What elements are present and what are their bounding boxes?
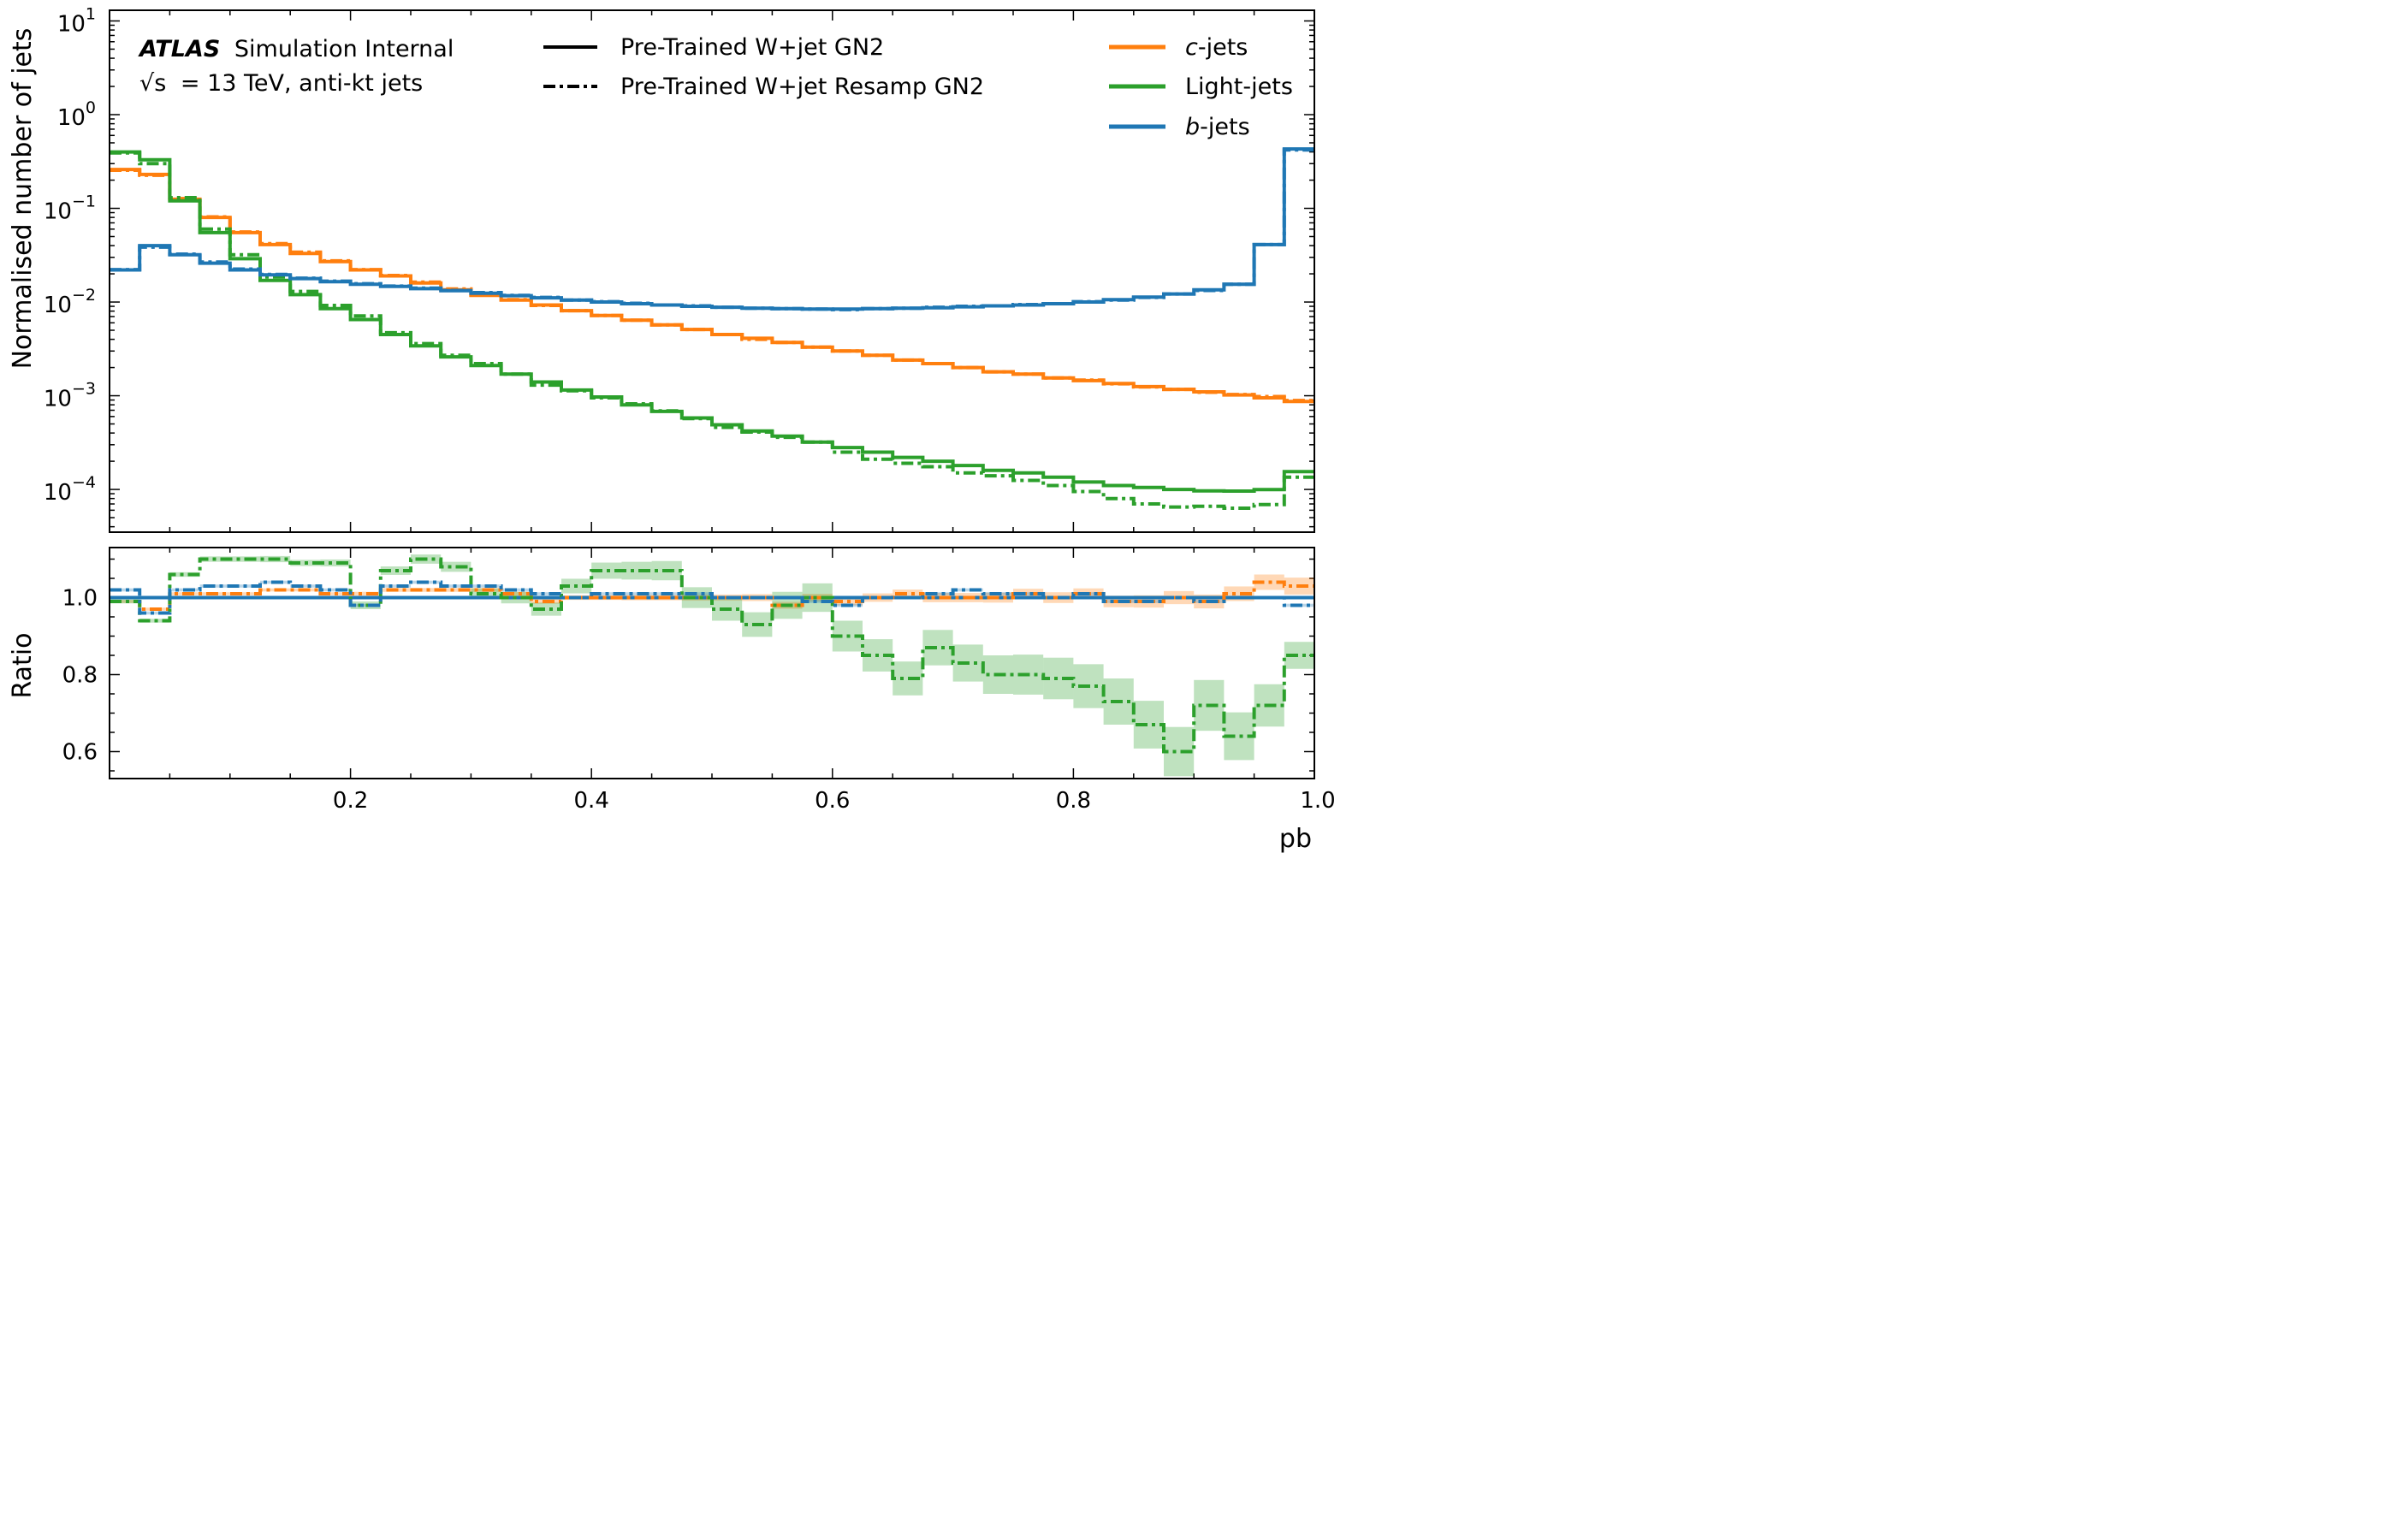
- top-ytick-label: 10−3: [44, 380, 96, 412]
- legend-c-jets-label: c-jets: [1185, 34, 1248, 61]
- ratio-ytick-label: 1.0: [62, 586, 98, 612]
- xtick-label: 0.2: [333, 788, 368, 814]
- ratio-band-light-jets-ratio: [531, 602, 561, 616]
- top-ytick-label: 10−1: [44, 192, 96, 225]
- ratio-band-b-jets-ratio: [952, 588, 983, 592]
- ratio-band-light-jets-ratio: [591, 562, 622, 579]
- ratio-band-b-jets-ratio: [110, 588, 140, 592]
- top-ytick-labels: 101 100 10−1 10−2 10−3 10−4: [44, 4, 96, 506]
- ratio-band-light-jets-ratio: [110, 599, 140, 604]
- series-line-light-jets-resamp: [110, 151, 1314, 510]
- ratio-band-b-jets-ratio: [531, 592, 561, 595]
- ratio-band-c-jets-ratio: [501, 591, 531, 596]
- legend-b-jets-label: b-jets: [1185, 114, 1250, 140]
- ratio-band-c-jets-ratio: [441, 588, 471, 592]
- ratio-band-light-jets-ratio: [621, 561, 652, 580]
- series-line-c-jets-resamp: [110, 169, 1314, 403]
- ratio-band-b-jets-ratio: [1013, 592, 1044, 595]
- top-ytick-label: 10−4: [44, 473, 96, 506]
- xtick-label: 0.4: [574, 788, 609, 814]
- xtick-label: 1.0: [1300, 788, 1335, 814]
- ratio-band-c-jets-ratio: [1013, 589, 1044, 599]
- ratio-uncertainty-bands: [110, 554, 1314, 777]
- ratio-ylabel: Ratio: [8, 632, 38, 698]
- legend-flavours: c-jets Light-jets b-jets: [1109, 34, 1293, 140]
- ratio-ytick-labels: 1.0 0.8 0.6: [62, 586, 98, 766]
- ratio-panel-series: [110, 557, 1314, 754]
- legend-light-jets-label: Light-jets: [1185, 74, 1293, 100]
- ratio-band-b-jets-ratio: [290, 584, 321, 588]
- ratio-band-c-jets-ratio: [229, 592, 260, 595]
- xtick-label: 0.8: [1056, 788, 1091, 814]
- ratio-ytick-label: 0.8: [62, 663, 98, 689]
- ratio-band-b-jets-ratio: [380, 584, 411, 588]
- top-ytick-label: 101: [57, 4, 96, 37]
- sqrt-s-symbol: √s: [139, 70, 166, 97]
- ratio-band-b-jets-ratio: [621, 592, 652, 595]
- axis-ticks: [109, 10, 1315, 779]
- ratio-band-b-jets-ratio: [922, 592, 953, 595]
- ratio-band-b-jets-ratio: [139, 611, 170, 615]
- ratio-band-light-jets-ratio: [350, 601, 381, 609]
- series-line-b-jets-resamp: [110, 148, 1314, 311]
- ratio-band-b-jets-ratio: [350, 603, 381, 607]
- ratio-band-light-jets-ratio: [320, 559, 351, 567]
- energy-label: √s = 13 TeV, anti-kt jets: [139, 70, 423, 97]
- energy-value: = 13 TeV, anti-kt jets: [181, 70, 423, 97]
- xlabel: pb: [1279, 824, 1312, 854]
- legend-styles: Pre-Trained W+jet GN2 Pre-Trained W+jet …: [543, 34, 984, 100]
- atlas-label: ATLAS Simulation Internal: [138, 36, 454, 62]
- legend-solid-label: Pre-Trained W+jet GN2: [620, 34, 884, 61]
- ratio-band-c-jets-ratio: [411, 588, 442, 592]
- ratio-ytick-label: 0.6: [62, 740, 98, 766]
- atlas-experiment: ATLAS: [138, 36, 220, 62]
- top-ytick-label: 10−2: [44, 286, 96, 318]
- ratio-band-c-jets-ratio: [350, 591, 381, 596]
- top-ylabel: Normalised number of jets: [8, 28, 38, 370]
- series-line-light-jets: [110, 150, 1314, 493]
- xtick-label: 0.6: [815, 788, 850, 814]
- ratio-band-c-jets-ratio: [110, 600, 140, 603]
- ratio-line-light-jets-ratio: [110, 557, 1314, 754]
- atlas-status: Simulation Internal: [234, 36, 454, 62]
- ratio-band-c-jets-ratio: [893, 589, 923, 598]
- top-panel-series: [110, 147, 1314, 510]
- ratio-line-b-jets-ratio: [110, 580, 1314, 615]
- legend-dashdot-label: Pre-Trained W+jet Resamp GN2: [620, 74, 984, 100]
- xtick-labels: 0.2 0.4 0.6 0.8 1.0: [333, 788, 1336, 814]
- ratio-band-b-jets-ratio: [802, 600, 833, 603]
- top-ytick-label: 100: [57, 98, 96, 131]
- ratio-band-light-jets-ratio: [169, 572, 200, 578]
